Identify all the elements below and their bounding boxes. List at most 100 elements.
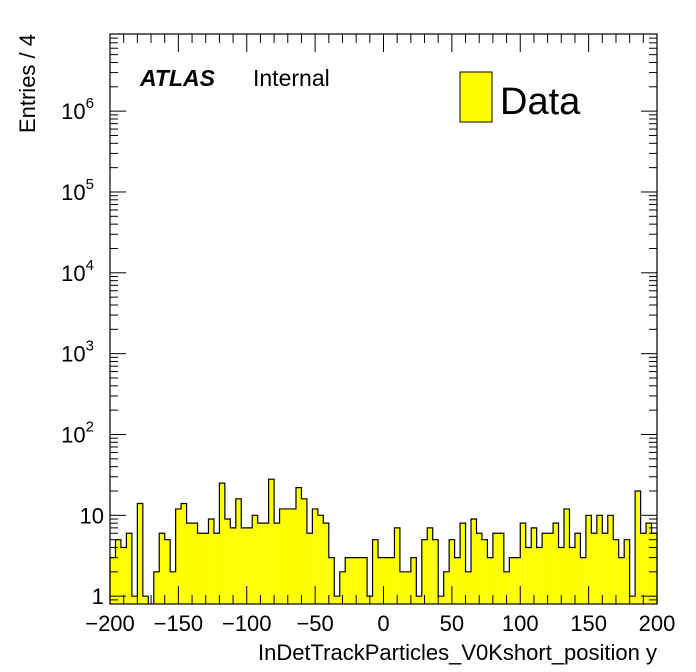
histogram-bin (246, 527, 253, 604)
histogram-bin (181, 503, 187, 604)
x-tick-label: 0 (377, 611, 389, 636)
histogram-bin (388, 557, 395, 604)
histogram-bin (263, 523, 269, 604)
histogram-bin (170, 571, 176, 604)
histogram-bin (564, 508, 570, 604)
histogram-bin (164, 539, 171, 604)
histogram-bin (394, 527, 400, 604)
histogram-bin (268, 479, 275, 604)
histogram-bin (323, 523, 329, 604)
histogram-bin (613, 539, 619, 604)
histogram-bin (640, 533, 647, 604)
histogram-bin (624, 539, 630, 604)
histogram-bin (257, 523, 264, 604)
histogram-bin (115, 539, 121, 604)
histogram-bin (159, 533, 165, 604)
histogram-bin (438, 596, 444, 604)
histogram-bin (290, 508, 296, 604)
histogram-bin (356, 557, 362, 604)
histogram-bin (531, 527, 537, 604)
histogram-bin (427, 527, 433, 604)
x-tick-label: −50 (296, 611, 333, 636)
histogram-bin (591, 533, 597, 604)
histogram-bin (476, 533, 482, 604)
histogram-bin (580, 557, 586, 604)
histogram-bin (137, 503, 143, 604)
histogram-bin (345, 557, 351, 604)
histogram-bin (312, 508, 318, 604)
histogram-bin (481, 539, 488, 604)
histogram-bin (629, 596, 636, 604)
histogram-bin (602, 533, 608, 604)
histogram-bin (153, 571, 160, 604)
histogram-bin (235, 498, 242, 604)
histogram-bin (607, 515, 614, 604)
histogram-bin (120, 547, 127, 604)
histogram-bin (547, 533, 554, 604)
x-tick-label: 100 (502, 611, 539, 636)
histogram-bin (219, 483, 225, 604)
histogram-bin (241, 527, 247, 604)
histogram-outline (109, 478, 658, 604)
y-tick-label: 10 (80, 503, 104, 528)
histogram-bin (328, 557, 335, 604)
histogram-bin (208, 519, 214, 604)
histogram-bin (553, 523, 559, 604)
histogram-bin (301, 498, 307, 604)
histogram-bin (410, 557, 417, 604)
histogram-bin (520, 523, 526, 604)
y-tick-label: 1 (92, 584, 104, 609)
x-tick-label: 50 (440, 611, 464, 636)
histogram-bin (339, 571, 346, 604)
legend-label-data: Data (500, 81, 581, 123)
histogram-bin (618, 557, 625, 604)
y-axis-title: Entries / 4 (15, 34, 40, 133)
histogram-bin (514, 557, 521, 604)
histogram-bin (306, 533, 313, 604)
histogram-bin (525, 547, 532, 604)
x-tick-label: −100 (222, 611, 272, 636)
histogram-bin (558, 547, 565, 604)
x-axis-title: InDetTrackParticles_V0Kshort_position y (258, 640, 657, 665)
histogram-bin (498, 533, 504, 604)
histogram-bin (635, 490, 641, 604)
x-tick-label: −150 (154, 611, 204, 636)
histogram-bin (252, 515, 258, 604)
histogram-bin (465, 571, 472, 604)
histogram-bin (460, 523, 466, 604)
histogram-bin (383, 557, 389, 604)
internal-label: Internal (253, 65, 330, 91)
x-tick-label: 200 (639, 611, 676, 636)
histogram-bin (536, 547, 543, 604)
histogram-bin (405, 571, 411, 604)
histogram-bin (574, 533, 581, 604)
atlas-label: ATLAS (139, 65, 216, 91)
histogram-bin (175, 508, 182, 604)
histogram-bin (131, 596, 138, 604)
histogram-bin (285, 508, 291, 604)
labels-layer: InDetTrackParticles_V0Kshort_position y … (15, 34, 657, 665)
legend-swatch (459, 71, 493, 123)
axes-layer: −200 −150 −100 −50 0 50 100 150 2001101021031041… (61, 33, 676, 636)
histogram-bin (230, 527, 236, 604)
histogram-bin (596, 515, 603, 604)
histogram-bin (399, 571, 406, 604)
histogram-bin (509, 557, 515, 604)
histogram-bin (542, 533, 548, 604)
histogram-bin (279, 508, 286, 604)
histogram-bin (350, 557, 357, 604)
histogram-bin (142, 596, 149, 604)
histogram-bin (361, 557, 368, 604)
histogram-bin (378, 557, 384, 604)
histogram-bin (569, 547, 575, 604)
histogram-bin (372, 539, 379, 604)
histogram-bin (197, 533, 203, 604)
histogram-bin (421, 539, 428, 604)
histogram-bin (646, 523, 652, 604)
histogram-bin (487, 557, 493, 604)
x-tick-label: −200 (85, 611, 135, 636)
histogram-bin (449, 539, 455, 604)
histogram-bin (110, 557, 116, 604)
histogram-bin (202, 533, 209, 604)
